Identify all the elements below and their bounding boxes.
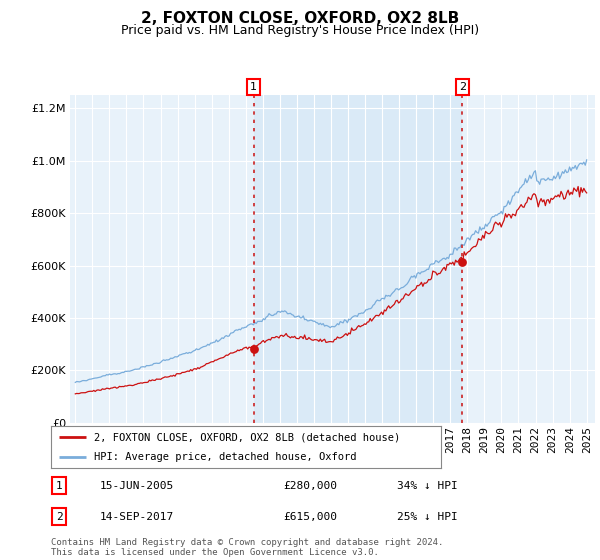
Text: 1: 1 xyxy=(250,82,257,92)
Text: 2: 2 xyxy=(459,82,466,92)
Text: 25% ↓ HPI: 25% ↓ HPI xyxy=(397,512,457,521)
Point xyxy=(458,257,467,266)
Text: 34% ↓ HPI: 34% ↓ HPI xyxy=(397,481,457,491)
Text: 2: 2 xyxy=(56,512,62,521)
Text: 15-JUN-2005: 15-JUN-2005 xyxy=(100,481,174,491)
Bar xyxy=(254,95,463,423)
Text: 14-SEP-2017: 14-SEP-2017 xyxy=(100,512,174,521)
Text: 1: 1 xyxy=(56,481,62,491)
Text: Price paid vs. HM Land Registry's House Price Index (HPI): Price paid vs. HM Land Registry's House … xyxy=(121,24,479,36)
Text: HPI: Average price, detached house, Oxford: HPI: Average price, detached house, Oxfo… xyxy=(94,452,356,462)
Point xyxy=(249,345,259,354)
Text: 2, FOXTON CLOSE, OXFORD, OX2 8LB: 2, FOXTON CLOSE, OXFORD, OX2 8LB xyxy=(141,11,459,26)
Text: 2, FOXTON CLOSE, OXFORD, OX2 8LB (detached house): 2, FOXTON CLOSE, OXFORD, OX2 8LB (detach… xyxy=(94,432,400,442)
Text: Contains HM Land Registry data © Crown copyright and database right 2024.
This d: Contains HM Land Registry data © Crown c… xyxy=(51,538,443,557)
Text: £280,000: £280,000 xyxy=(283,481,337,491)
Text: £615,000: £615,000 xyxy=(283,512,337,521)
